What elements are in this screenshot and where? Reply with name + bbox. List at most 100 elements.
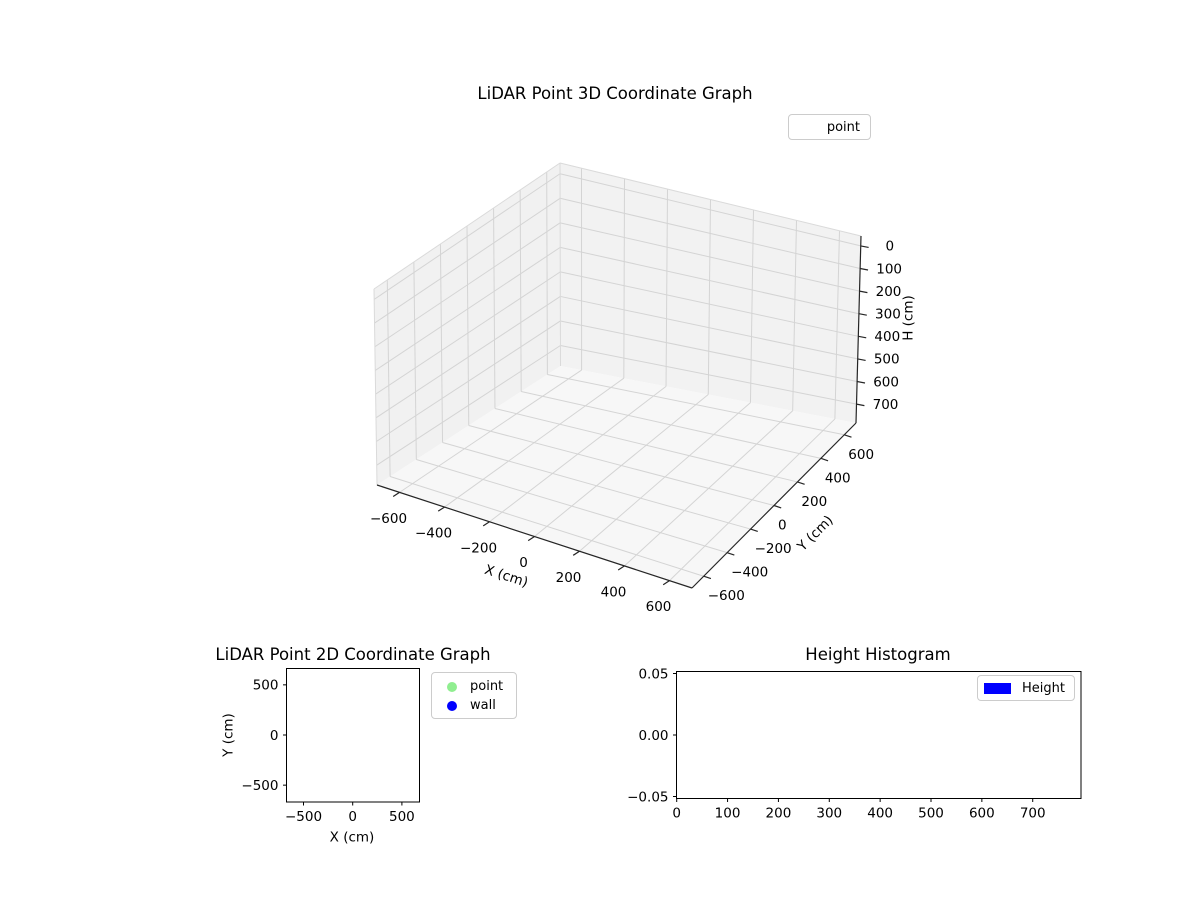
histogram-title: Height Histogram (805, 645, 951, 664)
plot3d-legend: point (788, 114, 871, 140)
grid-line (519, 189, 522, 392)
histogram-y-tick-label: −0.05 (627, 789, 668, 805)
pane-floor (377, 366, 856, 588)
histogram-x-tick-label: 300 (816, 806, 842, 822)
plot3d-z-tick-label: 400 (874, 329, 900, 345)
grid-line (374, 246, 561, 371)
grid-line (560, 320, 858, 383)
plot2d-ylabel: Y (cm) (220, 713, 237, 757)
box-edge (559, 162, 862, 237)
height-swatch-icon (984, 682, 1011, 694)
grid-line (373, 173, 561, 300)
histogram-x-tick-label: 500 (918, 806, 944, 822)
grid-line (466, 225, 470, 426)
histogram-x-tick-label: 100 (715, 806, 741, 822)
grid-line (834, 230, 840, 419)
plot3d-x-tick-label: 200 (556, 570, 582, 586)
histogram-x-tick-label: 400 (867, 806, 893, 822)
plot3d-z-tick-label: 300 (875, 307, 901, 323)
grid-line (468, 425, 775, 506)
grid-line (560, 345, 857, 405)
grid-line (416, 459, 728, 554)
grid-line (559, 197, 861, 269)
grid-line (560, 295, 858, 360)
y-tick (750, 528, 758, 533)
plot3d-y-tick-label: 0 (778, 518, 787, 534)
grid-line (439, 243, 444, 443)
plot3d-x-tick-label: −200 (460, 540, 497, 556)
plot3d-z-tick-label: 0 (885, 239, 894, 255)
plot2d-x-tick-label: 500 (389, 809, 415, 825)
plot3d-y-tick-label: −400 (731, 565, 768, 581)
box-edge (373, 288, 378, 486)
legend-item-wall: wall (432, 696, 516, 715)
grid-line (665, 189, 668, 387)
legend-label-point: point (470, 679, 504, 694)
grid-line (707, 199, 711, 395)
grid-line (389, 476, 704, 577)
legend-label-height: Height (1022, 680, 1065, 696)
z-axis-line (855, 235, 862, 424)
x-tick (662, 580, 670, 586)
histogram-x-tick-label: 0 (672, 806, 681, 822)
plot3d-x-tick-label: 400 (601, 585, 627, 601)
plot3d-y-tick-label: 600 (848, 447, 874, 463)
z-tick (859, 290, 868, 294)
grid-line (375, 296, 561, 419)
histogram-x-tick-label: 700 (1020, 806, 1046, 822)
plot3d-y-tick-label: −200 (755, 541, 792, 557)
plot2d-x-tick-label: −500 (285, 809, 322, 825)
z-tick (856, 380, 866, 384)
plot3d-x-tick-label: 600 (646, 599, 672, 615)
grid-line (374, 222, 561, 348)
plot2d-legend: point wall (431, 672, 517, 719)
plot3d-x-tick-label: 0 (519, 555, 528, 571)
z-tick (860, 267, 869, 271)
grid-line (386, 279, 391, 477)
plot3d-x-tick-label: −400 (415, 526, 452, 542)
grid-line (374, 197, 561, 324)
plot2d-title: LiDAR Point 2D Coordinate Graph (215, 645, 491, 664)
z-tick (860, 245, 869, 249)
z-tick (858, 335, 867, 339)
plot3d-y-tick-label: 200 (801, 494, 827, 510)
legend-label-wall: wall (470, 698, 496, 713)
grid-line (521, 391, 821, 459)
point-marker-icon (447, 681, 457, 692)
plot3d-x-tick-label: −600 (370, 511, 407, 527)
z-tick (856, 403, 865, 407)
plot3d-zlabel: H (cm) (900, 295, 917, 341)
x-tick (572, 550, 580, 556)
grid-line (560, 246, 860, 315)
y-tick (797, 481, 805, 485)
x-tick (392, 491, 400, 497)
y-tick (844, 434, 852, 438)
legend-label-point: point (826, 119, 860, 135)
x-tick (482, 521, 490, 527)
y-tick (773, 504, 782, 509)
y-tick (726, 552, 735, 556)
x-tick (617, 565, 625, 571)
histogram-y-tick-label: 0.00 (638, 728, 668, 744)
plot2d-y-tick-label: 500 (253, 678, 279, 694)
grid-line (623, 178, 625, 379)
box-edge (559, 162, 561, 367)
grid-line (494, 408, 798, 483)
y-tick (703, 575, 712, 580)
z-tick (857, 358, 866, 362)
grid-line (559, 173, 861, 247)
grid-line (493, 207, 496, 409)
grid-line (376, 320, 561, 442)
histogram-legend: Height (977, 675, 1075, 701)
grid-line (792, 220, 797, 411)
pane-left (374, 163, 561, 485)
plot3d-z-tick-label: 500 (874, 352, 900, 368)
plot3d-y-tick-label: 400 (825, 470, 851, 486)
plot3d-title: LiDAR Point 3D Coordinate Graph (477, 84, 753, 103)
plot3d-z-tick-label: 200 (876, 284, 902, 300)
plot2d-x-tick-label: 0 (348, 809, 357, 825)
legend-item-point: point (432, 677, 516, 696)
grid-line (749, 209, 754, 403)
x-tick (527, 535, 535, 542)
grid-line (560, 271, 859, 337)
